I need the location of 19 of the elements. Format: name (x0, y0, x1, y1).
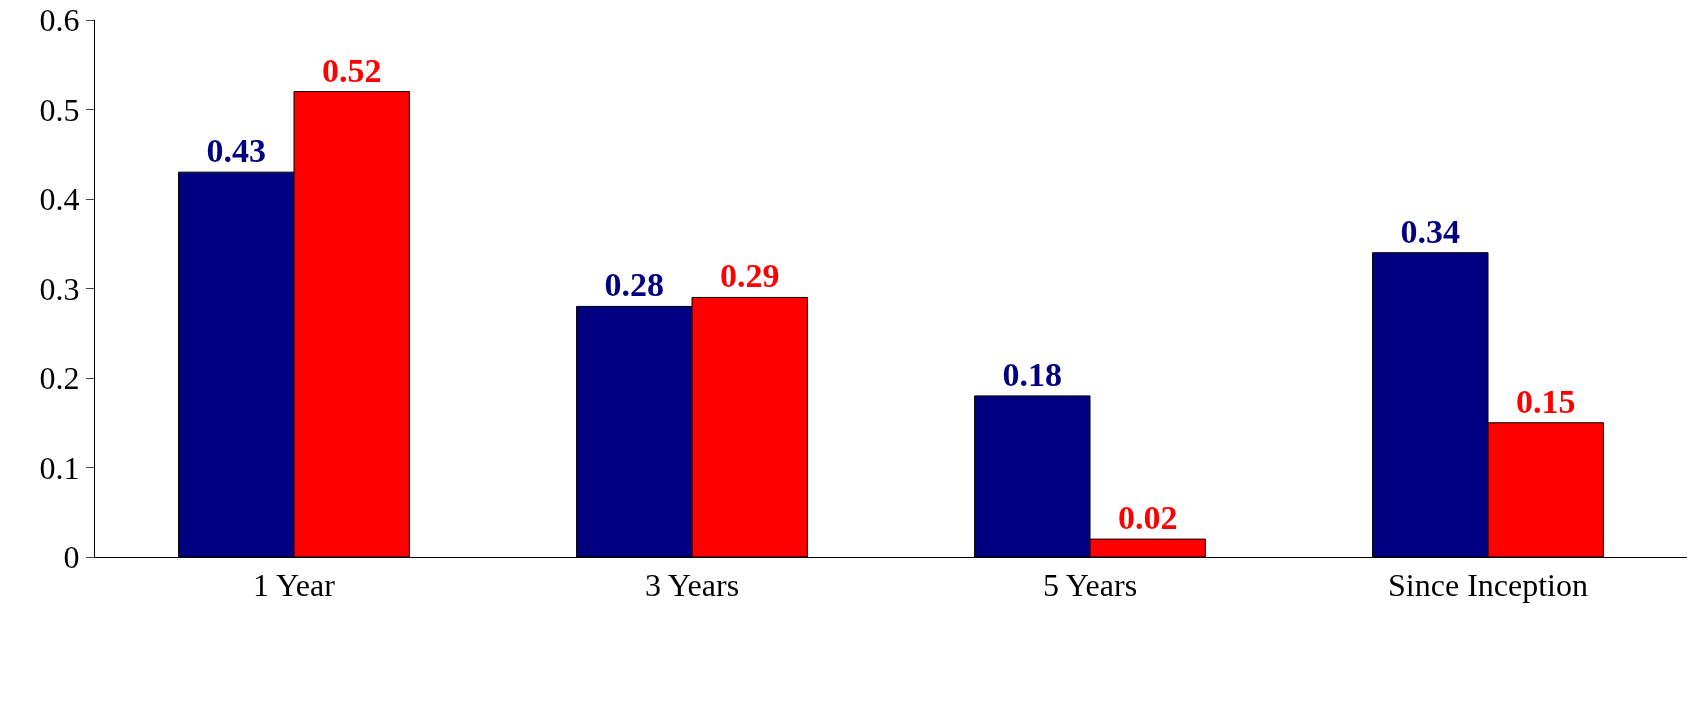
y-tick-label: 0.4 (39, 181, 80, 218)
data-label: 0.02 (1117, 499, 1178, 537)
y-tick-label: 0.1 (39, 449, 80, 486)
data-label: 0.34 (1400, 212, 1461, 250)
data-label: 0.18 (1002, 355, 1063, 393)
data-label: 0.15 (1515, 382, 1576, 420)
data-label: 0.43 (206, 132, 267, 170)
x-tick-label: 5 Years (1042, 567, 1138, 604)
x-tick-label: 1 Year (253, 567, 336, 604)
y-tick-label: 0.5 (39, 91, 80, 128)
data-label: 0.52 (321, 51, 382, 89)
data-label: 0.28 (604, 266, 665, 304)
y-tick-label: 0 (63, 539, 80, 576)
x-tick-label: Since Inception (1388, 567, 1588, 604)
y-tick-label: 0.2 (39, 360, 80, 397)
x-tick-label: 3 Years (644, 567, 740, 604)
y-tick-label: 0.3 (39, 270, 80, 307)
y-tick-label: 0.6 (39, 2, 80, 39)
data-label: 0.29 (719, 257, 780, 295)
